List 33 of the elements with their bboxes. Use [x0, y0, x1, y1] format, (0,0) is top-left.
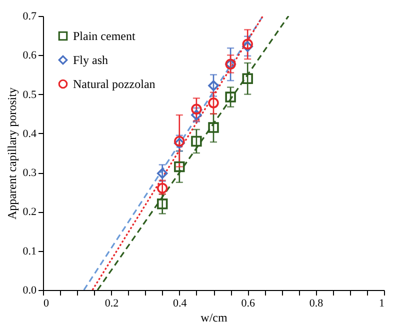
y-tick-label: 0.3: [22, 167, 37, 180]
point: [174, 161, 185, 172]
x-tick-label: 1: [379, 298, 384, 310]
point: [156, 182, 168, 194]
point: [156, 198, 168, 210]
y-tick-label: 0.0: [22, 284, 37, 296]
point: [156, 168, 168, 179]
y-tick-label: 0.2: [22, 206, 36, 218]
y-tick-label: 0.7: [22, 10, 37, 22]
point: [242, 73, 253, 84]
x-tick-label: 0.2: [104, 298, 119, 310]
legend-label: Natural pozzolan: [73, 77, 156, 91]
point: [242, 38, 253, 50]
point: [208, 122, 219, 133]
x-axis-title: w/cm: [200, 310, 228, 324]
legend-label: Plain cement: [73, 29, 136, 43]
y-axis-title: Apparent capillary porosity: [4, 88, 19, 220]
y-tick-label: 0.4: [22, 128, 37, 140]
x-tick-label: 0.4: [173, 298, 188, 310]
x-tick-label: 0: [44, 298, 50, 310]
y-tick-label: 0.1: [22, 245, 36, 258]
x-tick-label: 0.6: [241, 298, 256, 310]
y-tick-label: 0.5: [22, 88, 37, 101]
point: [225, 92, 236, 102]
point: [208, 98, 219, 108]
point: [191, 110, 202, 120]
x-tick-label: 0.8: [309, 298, 324, 310]
point: [191, 104, 202, 115]
point: [242, 41, 253, 52]
point: [208, 80, 219, 92]
legend-label: Fly ash: [73, 53, 108, 67]
point: [191, 136, 202, 147]
y-tick-label: 0.6: [22, 50, 37, 62]
